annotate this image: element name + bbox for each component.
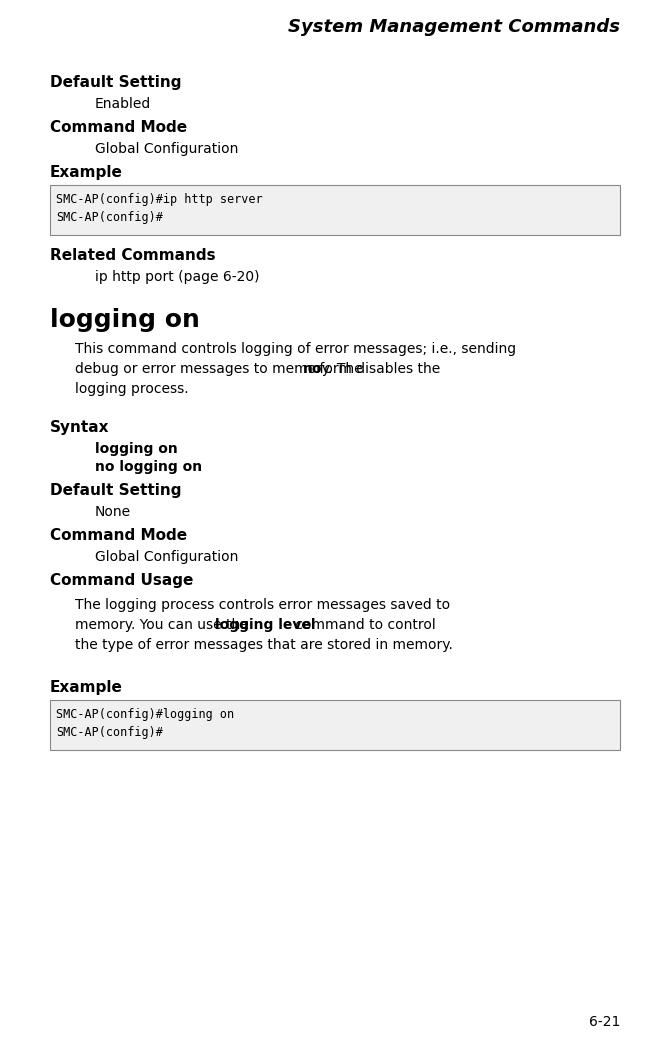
Text: None: None [95,505,131,519]
Text: The logging process controls error messages saved to: The logging process controls error messa… [75,598,450,612]
Text: ip http port (page 6-20): ip http port (page 6-20) [95,270,260,284]
Bar [50,700,620,750]
Text: no: no [303,362,323,376]
Text: SMC-AP(config)#: SMC-AP(config)# [56,726,163,739]
Text: logging on: logging on [95,442,178,456]
Text: 6-21: 6-21 [588,1015,620,1029]
Text: SMC-AP(config)#: SMC-AP(config)# [56,211,163,224]
Text: logging level: logging level [215,618,316,632]
Text: Related Commands: Related Commands [50,248,216,263]
Text: form disables the: form disables the [315,362,440,376]
Text: the type of error messages that are stored in memory.: the type of error messages that are stor… [75,638,453,652]
Text: SMC-AP(config)#logging on: SMC-AP(config)#logging on [56,708,234,721]
Text: Example: Example [50,680,123,695]
Text: SMC-AP(config)#ip http server: SMC-AP(config)#ip http server [56,193,262,206]
Text: Example: Example [50,165,123,180]
Text: System Management Commands: System Management Commands [288,18,620,36]
Text: logging on: logging on [50,308,200,332]
Text: Syntax: Syntax [50,420,110,435]
Text: command to control: command to control [291,618,436,632]
Text: Default Setting: Default Setting [50,483,182,498]
Text: Global Configuration: Global Configuration [95,550,238,564]
Text: Enabled: Enabled [95,97,152,111]
Text: logging process.: logging process. [75,382,189,396]
Text: Global Configuration: Global Configuration [95,142,238,156]
Text: no logging on: no logging on [95,460,202,474]
Text: Default Setting: Default Setting [50,75,182,90]
Text: Command Mode: Command Mode [50,120,187,135]
Text: Command Usage: Command Usage [50,573,194,588]
Text: memory. You can use the: memory. You can use the [75,618,253,632]
Bar [50,185,620,235]
Text: Command Mode: Command Mode [50,528,187,543]
Text: This command controls logging of error messages; i.e., sending: This command controls logging of error m… [75,342,516,356]
Text: debug or error messages to memory. The: debug or error messages to memory. The [75,362,367,376]
